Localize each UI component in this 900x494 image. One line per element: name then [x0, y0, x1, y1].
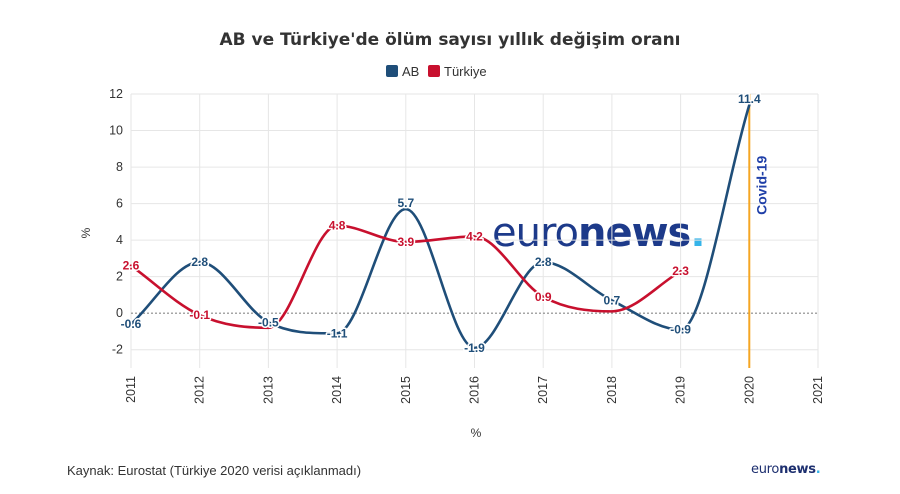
y-axis-label: % [79, 227, 93, 238]
y-tick-label: 12 [109, 87, 123, 101]
data-label-1: 5.7 [397, 196, 414, 210]
legend-label-1: AB [402, 64, 419, 79]
data-label-2: 3.9 [397, 235, 414, 249]
x-tick-label: 2014 [330, 376, 344, 404]
chart-title: AB ve Türkiye'de ölüm sayısı yıllık deği… [219, 30, 680, 50]
x-tick-label: 2021 [811, 376, 825, 404]
y-tick-label: 4 [116, 233, 123, 247]
x-tick-label: 2016 [468, 376, 482, 404]
data-label-2: -0.1 [189, 308, 210, 322]
data-label-1: 2.8 [535, 255, 552, 269]
y-tick-label: 8 [116, 160, 123, 174]
data-label-1: -1.1 [327, 326, 348, 340]
legend-swatch-2 [428, 65, 440, 77]
data-labels: -0.62.8-0.5-1.15.7-1.92.80.7-0.911.42.6-… [119, 90, 762, 356]
x-tick-label: 2011 [124, 376, 138, 403]
y-tick-label: 2 [116, 270, 123, 284]
watermark-news: news [578, 210, 690, 256]
brand-dot: . [815, 462, 821, 477]
data-label-2: 2.6 [123, 259, 140, 273]
x-tick-label: 2019 [674, 376, 688, 404]
data-label-2: 4.2 [466, 229, 483, 243]
data-label-1: -1.9 [464, 341, 485, 355]
y-axis-ticks: -2 0 2 4 6 8 10 12 [109, 87, 123, 357]
data-label-1: 11.4 [738, 92, 761, 106]
covid-annotation: Covid-19 [748, 94, 769, 368]
data-label-2: 0.9 [535, 290, 552, 304]
y-tick-label: 0 [116, 306, 123, 320]
grid [130, 93, 819, 368]
watermark-logo: euronews. [492, 210, 706, 256]
series-line-2 [129, 224, 682, 330]
data-label-1: -0.5 [258, 315, 279, 329]
legend-label-2: Türkiye [444, 64, 487, 79]
data-label-1: 2.8 [191, 255, 208, 269]
watermark-dot: . [690, 210, 704, 256]
source-note: Kaynak: Eurostat (Türkiye 2020 verisi aç… [67, 463, 362, 478]
brand-news: news [779, 462, 816, 477]
legend-swatch-1 [386, 65, 398, 77]
x-tick-label: 2018 [605, 376, 619, 404]
x-tick-label: 2012 [193, 376, 207, 404]
svg-text:euronews.: euronews. [492, 210, 705, 256]
y-tick-label: -2 [112, 343, 123, 357]
watermark-euro: euro [492, 210, 578, 256]
y-tick-label: 6 [116, 197, 123, 211]
x-axis-label: % [471, 426, 482, 440]
brand-logo: euronews. [751, 462, 821, 477]
legend: AB Türkiye [386, 64, 487, 79]
annotation-text: Covid-19 [753, 156, 769, 215]
data-label-2: 4.8 [329, 219, 346, 233]
y-tick-label: 10 [109, 124, 123, 138]
x-tick-label: 2020 [742, 376, 756, 404]
data-label-1: 0.7 [604, 293, 621, 307]
x-tick-label: 2017 [536, 376, 550, 404]
data-label-1: -0.9 [670, 323, 691, 337]
x-tick-label: 2015 [399, 376, 413, 404]
x-tick-label: 2013 [261, 376, 275, 404]
x-axis-ticks: 2011 2012 2013 2014 2015 2016 2017 2018 2019 2020… [124, 376, 825, 404]
series-line-1 [129, 103, 751, 350]
data-label-2: 2.3 [672, 264, 689, 278]
brand-euro: euro [751, 462, 780, 477]
series-lines [129, 103, 751, 350]
data-label-1: -0.6 [121, 317, 142, 331]
